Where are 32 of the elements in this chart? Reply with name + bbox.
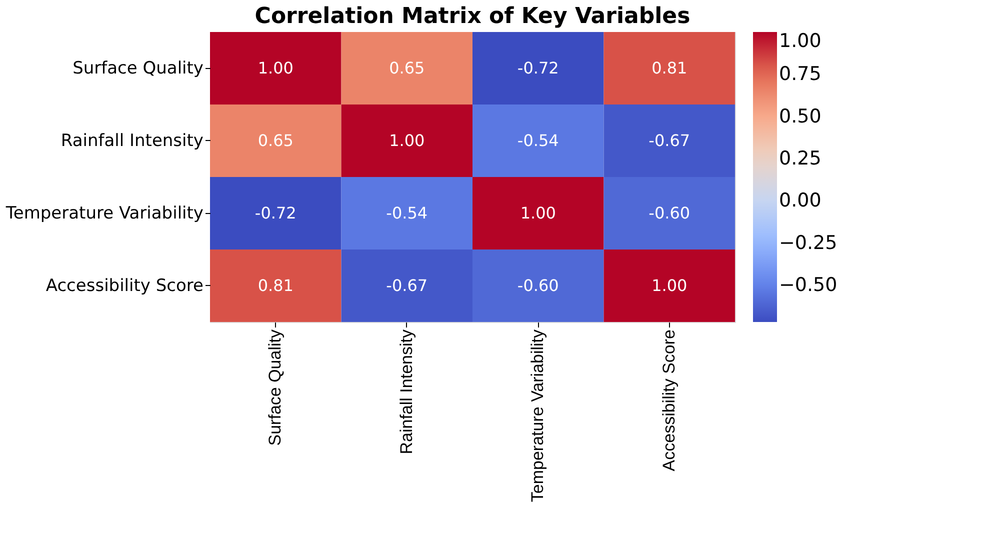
color-bar-label: −0.50: [779, 274, 838, 296]
chart-title: Correlation Matrix of Key Variables: [254, 4, 690, 29]
data-label: 0.65: [258, 130, 294, 150]
data-label: -0.60: [517, 276, 559, 295]
data-label: -0.60: [648, 203, 690, 222]
data-label: 0.65: [389, 58, 425, 78]
data-label: 1.00: [520, 203, 556, 222]
data-label: 0.81: [258, 276, 294, 295]
data-label: -0.67: [386, 276, 428, 295]
x-tick-label: Rainfall Intensity: [396, 329, 416, 454]
color-bar-label: 0.50: [779, 105, 822, 128]
color-bar-label: 0.75: [779, 63, 822, 86]
data-label: -0.54: [517, 130, 559, 150]
x-tick-label: Surface Quality: [266, 329, 285, 446]
data-label: -0.72: [517, 58, 559, 78]
data-label: -0.72: [254, 203, 296, 222]
y-tick-label: Rainfall Intensity: [60, 130, 204, 151]
data-label: 1.00: [258, 58, 294, 78]
x-tick-label: Temperature Variability: [528, 329, 548, 502]
data-label: -0.67: [648, 130, 690, 150]
x-tick-label: Accessibility Score: [659, 330, 678, 472]
data-label: -0.54: [386, 203, 428, 222]
data-label: 1.00: [652, 276, 688, 295]
data-label: 0.81: [652, 58, 688, 78]
y-tick-label: Accessibility Score: [46, 276, 204, 296]
color-bar-label: 0.00: [779, 190, 822, 212]
y-tick-label: Surface Quality: [72, 58, 204, 78]
color-bar-label: 1.00: [779, 30, 822, 52]
data-label: 1.00: [389, 130, 425, 150]
y-tick-label: Temperature Variability: [4, 203, 204, 224]
color-bar-label: −0.25: [779, 232, 838, 254]
color-bar-label: 0.25: [779, 147, 822, 170]
